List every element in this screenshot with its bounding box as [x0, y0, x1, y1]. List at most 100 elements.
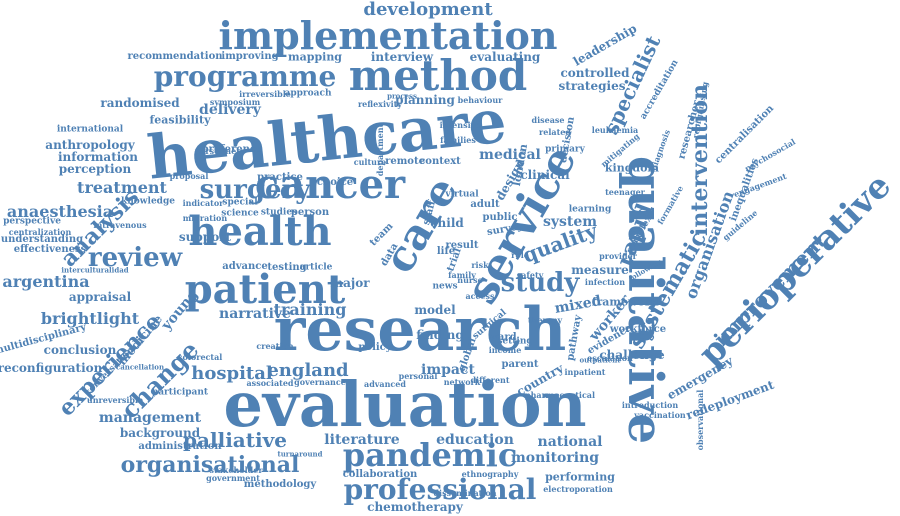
word-management: management	[98, 410, 202, 426]
word-review: review	[87, 243, 183, 273]
word-evaluating: evaluating	[469, 50, 541, 64]
word-inpatient: inpatient	[564, 367, 606, 377]
word-government: government	[206, 473, 260, 483]
word-system: system	[542, 214, 598, 230]
word-anaesthesia: anaesthesia	[6, 202, 114, 221]
word-monitoring: monitoring	[510, 450, 600, 466]
word-irreversible: irreversible	[239, 89, 291, 99]
word-parent: parent	[501, 359, 539, 370]
word-choice: choice	[316, 177, 354, 188]
word-context: context	[419, 156, 461, 167]
word-knowledge: knowledge	[121, 196, 175, 207]
word-remote: remote	[385, 156, 425, 167]
word-planning: planning	[395, 93, 455, 107]
word-indicator: indicator	[182, 198, 224, 208]
word-challenge: challenge	[599, 348, 665, 362]
word-families: families	[440, 135, 476, 145]
word-creation: creation	[256, 341, 294, 351]
word-result: result	[445, 240, 479, 251]
word-interculturalidad: interculturalidad	[61, 265, 129, 275]
word-observational: observational	[695, 389, 705, 451]
word-participant: participant	[151, 387, 209, 398]
word-education: education	[436, 432, 514, 448]
word-performing: performing	[545, 470, 615, 484]
word-understanding: understanding	[0, 234, 84, 245]
word-department: department	[375, 123, 385, 177]
word-finding: finding	[416, 328, 464, 342]
word-kingdom: kingdom	[604, 161, 660, 175]
word-virtual: virtual	[445, 189, 479, 200]
word-setting: setting	[497, 336, 533, 347]
word-programme: programme	[153, 60, 337, 93]
word-support: support	[178, 230, 232, 244]
word-dissemination: dissemination	[433, 488, 497, 498]
word-family: family	[448, 270, 476, 280]
word-argentina: argentina	[2, 272, 90, 291]
word-collaboration: collaboration	[342, 469, 418, 480]
word-feasibility: feasibility	[149, 113, 211, 127]
word-therapy: therapy	[527, 315, 563, 325]
word-mapping: mapping	[287, 50, 343, 64]
word-england: england	[267, 360, 349, 381]
word-ethnography: ethnography	[461, 469, 519, 479]
word-surgery: surgery	[199, 175, 311, 205]
word-recommendation: recommendation	[127, 51, 223, 62]
word-strategies: strategies	[558, 79, 626, 93]
word-personnel: personnel	[194, 146, 240, 156]
word-implementation: implementation	[218, 13, 558, 58]
word-interview: interview	[370, 50, 434, 64]
word-life: life	[436, 246, 456, 257]
word-narrative: narrative	[219, 306, 291, 322]
word-person: person	[290, 207, 330, 218]
word-evaluation: evaluation	[223, 368, 587, 441]
word-chemotherapy: chemotherapy	[367, 500, 463, 514]
word-professional: professional	[343, 473, 537, 506]
word-treatment: treatment	[77, 178, 167, 197]
word-appraisal: appraisal	[68, 290, 132, 304]
word-related: related	[539, 127, 571, 137]
word-organisational: organisational	[120, 452, 300, 478]
word-controlled: controlled	[560, 66, 630, 80]
word-turnaround: turnaround	[277, 449, 323, 459]
word-escalation: escalation	[587, 353, 633, 363]
word-model: model	[414, 303, 456, 317]
word-learning: learning	[568, 204, 612, 215]
word-health: health	[188, 208, 332, 255]
word-method: method	[348, 51, 528, 100]
word-introduction: introduction	[621, 400, 679, 410]
word-safety: safety	[516, 270, 544, 280]
word-public: public	[482, 212, 518, 223]
word-international: international	[56, 124, 124, 135]
word-training: training	[273, 300, 347, 319]
word-income: income	[488, 345, 522, 355]
word-special: special	[222, 197, 258, 208]
word-literature: literature	[324, 432, 400, 448]
word-testing: testing	[267, 262, 307, 273]
word-palliative: palliative	[183, 428, 287, 452]
word-patient: patient	[184, 266, 346, 313]
word-national: national	[537, 434, 603, 450]
word-infection: infection	[584, 277, 626, 287]
word-stakeholder: stakeholder	[209, 465, 263, 475]
word-preference: preference	[201, 144, 263, 155]
word-approach: approach	[284, 88, 332, 99]
word-medical: medical	[479, 147, 541, 163]
word-perspective: perspective	[3, 216, 61, 227]
word-background: background	[119, 426, 201, 440]
word-leukaemia: leukaemia	[591, 125, 639, 135]
word-impact: impact	[421, 362, 475, 378]
word-outpatient: outpatient	[579, 355, 621, 365]
word-different: different	[470, 375, 510, 385]
word-adult: adult	[470, 199, 500, 210]
word-improving: improving	[221, 51, 279, 62]
word-teenager: teenager	[605, 187, 645, 197]
word-hospital: hospital	[191, 363, 273, 384]
word-study: study	[500, 268, 580, 298]
word-unreversible: unreversible	[86, 395, 144, 405]
word-child: child	[430, 216, 464, 230]
word-methodology: methodology	[243, 479, 317, 490]
word-perception: perception	[58, 162, 132, 176]
word-primary: primary	[545, 144, 585, 155]
word-electroporation: electroporation	[543, 484, 613, 494]
